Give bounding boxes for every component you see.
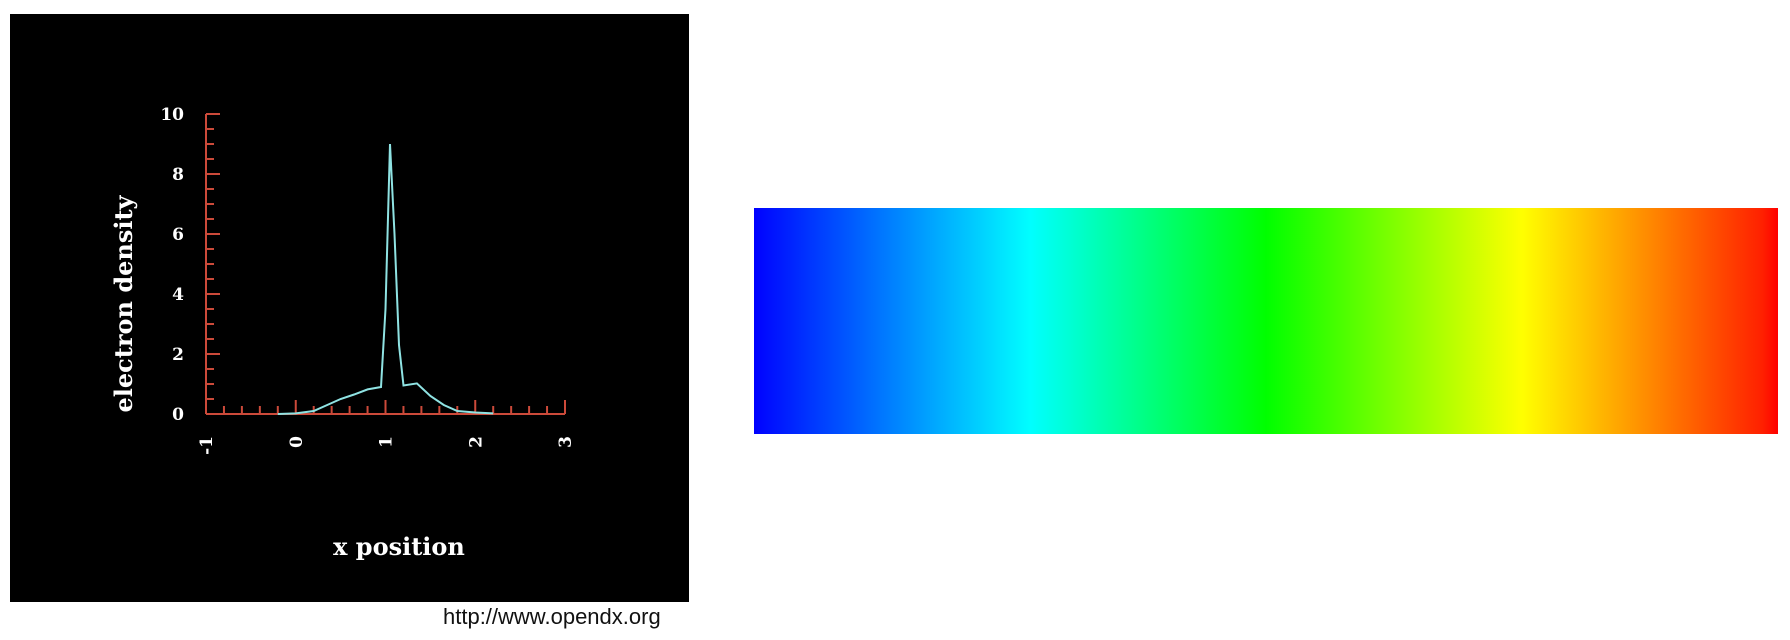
x-axis-title: x position <box>333 532 465 561</box>
y-tick-label: 6 <box>172 225 184 245</box>
density-series-line <box>277 143 494 415</box>
y-tick-label: 4 <box>172 285 184 305</box>
x-tick-label: 2 <box>466 436 486 448</box>
plot-canvas: 0 2 4 6 8 10 -1 0 1 2 3 x position electron densit… <box>109 105 576 561</box>
source-credit: http://www.opendx.org <box>443 604 661 629</box>
y-axis-title: electron density <box>109 194 138 412</box>
y-tick-label: 0 <box>172 405 184 425</box>
y-tick-label: 2 <box>172 345 184 365</box>
x-tick-label: 1 <box>377 436 397 448</box>
x-tick-label: 3 <box>556 436 576 448</box>
x-tick-label: 0 <box>287 436 307 448</box>
axes <box>205 114 565 415</box>
y-tick-label: 8 <box>172 165 184 185</box>
tick-marks <box>205 113 566 415</box>
y-tick-label: 10 <box>160 105 184 125</box>
tick-labels: 0 2 4 6 8 10 -1 0 1 2 3 <box>160 105 576 455</box>
electron-density-plot: 0 2 4 6 8 10 -1 0 1 2 3 x position electron densit… <box>10 14 689 602</box>
colormap-bar <box>754 208 1778 434</box>
x-tick-label: -1 <box>197 436 217 455</box>
